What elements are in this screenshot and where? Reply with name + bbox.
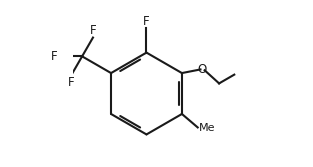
Text: F: F [50, 50, 57, 63]
Text: Me: Me [199, 123, 216, 133]
Text: F: F [68, 76, 74, 89]
Text: F: F [143, 15, 150, 28]
Text: F: F [90, 24, 96, 37]
Text: O: O [198, 63, 207, 76]
